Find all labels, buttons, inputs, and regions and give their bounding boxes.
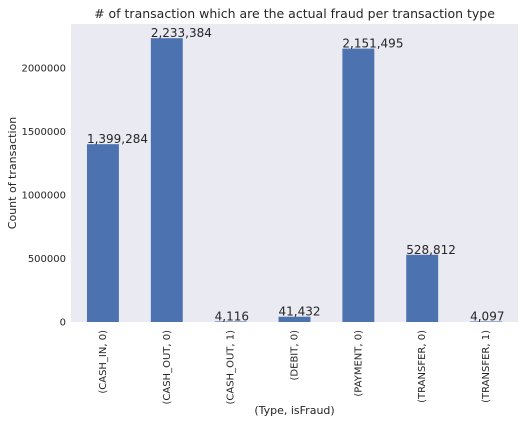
x-tick-label-3: (DEBIT, 0): [290, 330, 301, 381]
bar-1: [150, 38, 183, 322]
bar-4: [342, 48, 375, 322]
y-tick-label-2: 1000000: [21, 190, 66, 201]
bars-group: [86, 38, 503, 322]
bar-6: [470, 321, 503, 322]
data-labels-group: 1,399,284 2,233,384 4,116 41,432 2,151,495 52…: [87, 26, 505, 323]
data-label-0: 1,399,284: [87, 132, 148, 146]
x-axis-title: (Type, isFraud): [254, 404, 334, 417]
data-label-3: 41,432: [279, 305, 321, 319]
data-label-6: 4,097: [470, 309, 504, 323]
data-label-1: 2,233,384: [151, 26, 212, 40]
x-tick-label-0: (CASH_IN, 0): [98, 330, 109, 394]
bar-3: [278, 316, 311, 322]
x-tick-label-1: (CASH_OUT, 0): [162, 330, 173, 405]
y-tick-label-3: 1500000: [21, 127, 66, 138]
chart-title: # of transaction which are the actual fr…: [94, 6, 495, 21]
plot-area: [71, 24, 518, 322]
data-label-5: 528,812: [406, 243, 456, 257]
bar-5: [406, 254, 439, 322]
bar-2: [214, 321, 247, 322]
ticks-group: (CASH_IN, 0) (CASH_OUT, 0) (CASH_OUT, 1) (D…: [21, 63, 492, 404]
y-axis-title: Count of transaction: [6, 117, 19, 229]
x-tick-label-2: (CASH_OUT, 1): [226, 330, 237, 405]
data-label-2: 4,116: [215, 309, 249, 323]
y-tick-label-4: 2000000: [21, 63, 66, 74]
y-tick-label-0: 0: [60, 318, 66, 329]
x-tick-label-5: (TRANSFER, 0): [417, 330, 428, 403]
data-label-4: 2,151,495: [342, 37, 403, 51]
x-tick-label-4: (PAYMENT, 0): [353, 330, 364, 397]
bar-0: [86, 144, 119, 322]
x-tick-label-6: (TRANSFER, 1): [481, 330, 492, 403]
y-tick-label-1: 500000: [28, 254, 66, 265]
